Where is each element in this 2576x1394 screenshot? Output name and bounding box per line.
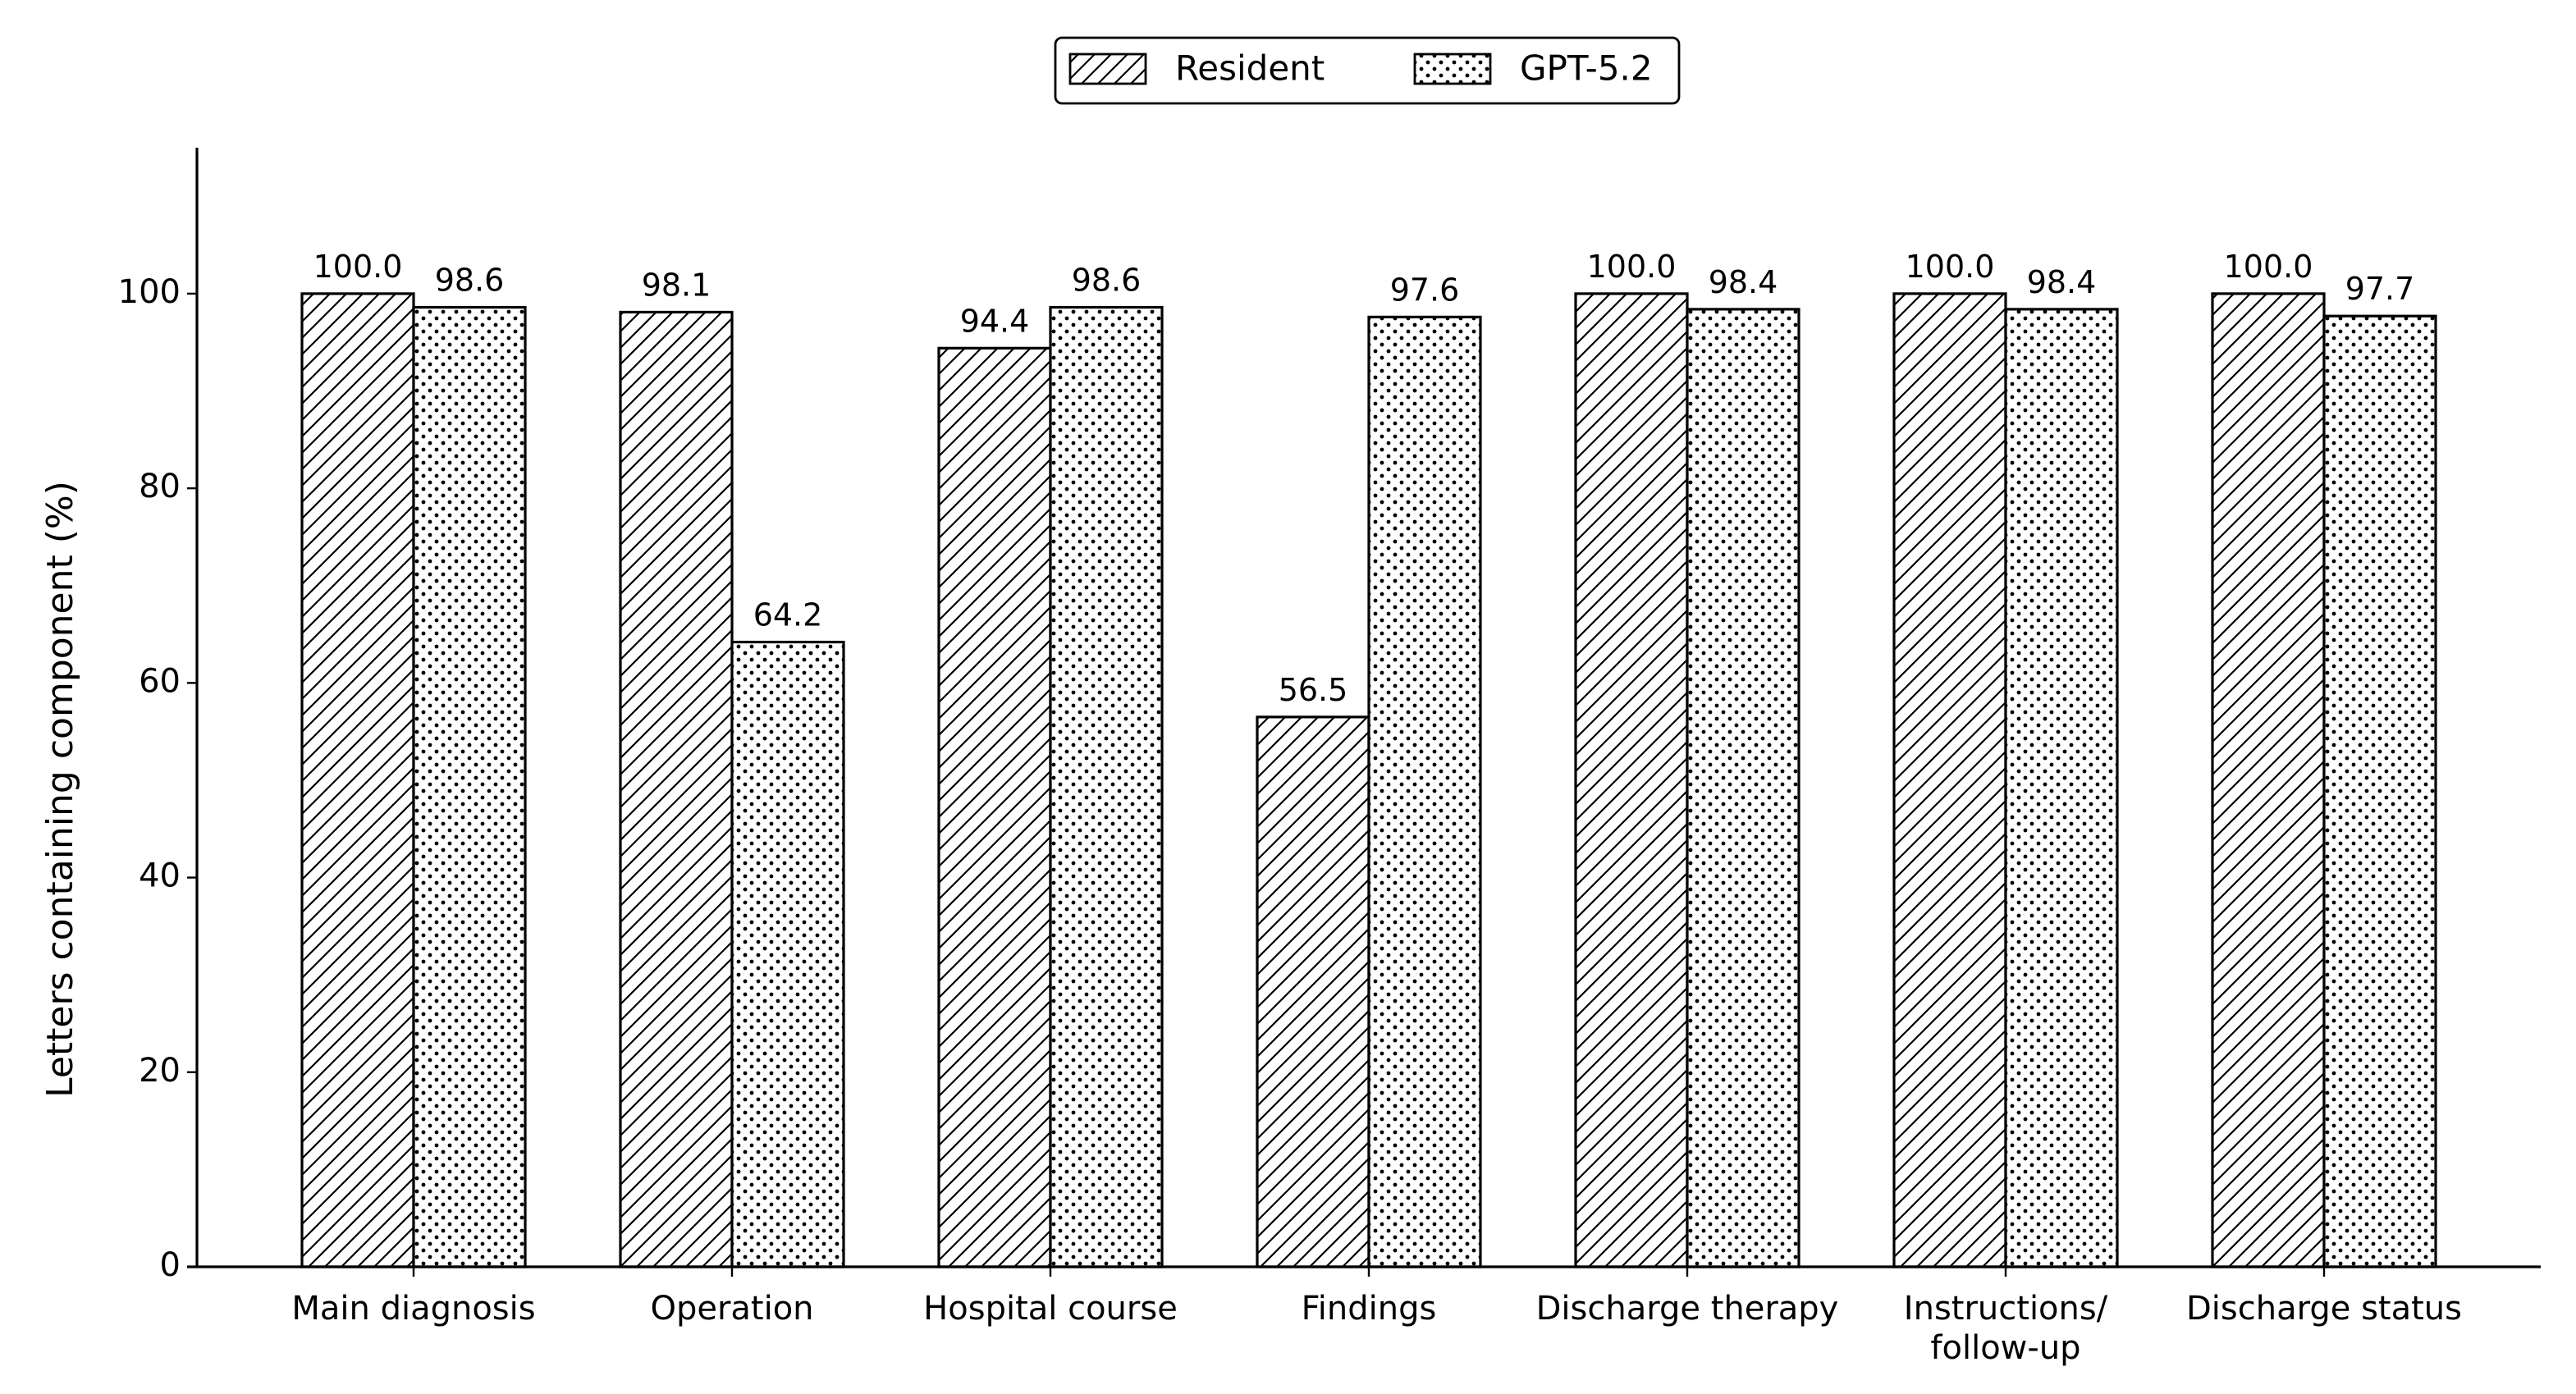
- bar-hatch: [2211, 292, 2326, 1268]
- value-label: 98.6: [1072, 263, 1142, 299]
- value-label: 97.6: [1390, 272, 1460, 308]
- x-tick-label: Discharge therapy: [1536, 1290, 1839, 1328]
- value-label: 64.2: [753, 597, 823, 633]
- value-label: 100.0: [1587, 249, 1677, 285]
- bar-hatch: [1892, 292, 2007, 1268]
- legend-frame: [1054, 36, 1681, 105]
- legend-swatch: [1068, 53, 1147, 85]
- value-label: 94.4: [960, 303, 1030, 339]
- y-tick-label: 100: [118, 273, 181, 311]
- value-label: 98.4: [1709, 264, 1778, 300]
- legend-swatch: [1413, 53, 1492, 85]
- value-label: 97.7: [2345, 271, 2415, 307]
- x-tick-label: Operation: [650, 1290, 813, 1328]
- value-label: 98.4: [2027, 264, 2097, 300]
- bar-hatch: [1049, 305, 1164, 1268]
- bar-hatch: [1686, 308, 1800, 1268]
- y-tick-label: 40: [139, 857, 181, 895]
- x-tick-label: Discharge status: [2186, 1290, 2462, 1328]
- y-tick-label: 20: [139, 1052, 181, 1090]
- value-label: 98.1: [642, 267, 711, 303]
- x-tick-label: Findings: [1302, 1290, 1437, 1328]
- bar-hatch: [1256, 715, 1370, 1268]
- value-label: 56.5: [1279, 672, 1348, 708]
- legend-label: Resident: [1175, 48, 1325, 89]
- legend-label: GPT-5.2: [1520, 48, 1653, 89]
- bar-hatch: [1574, 292, 1689, 1268]
- y-tick-label: 80: [139, 468, 181, 505]
- value-label: 100.0: [1906, 249, 1995, 285]
- value-label: 100.0: [2224, 249, 2313, 285]
- bar-hatch: [1367, 315, 1482, 1268]
- value-label: 100.0: [313, 249, 403, 285]
- y-axis-label: Letters containing component (%): [39, 481, 81, 1098]
- y-tick-label: 60: [139, 662, 181, 700]
- x-tick-label: Main diagnosis: [291, 1290, 535, 1328]
- legend: Resident GPT-5.2: [1054, 36, 1681, 105]
- x-tick-label: Hospital course: [923, 1290, 1178, 1328]
- bar-hatch: [2322, 314, 2437, 1268]
- bar-hatch: [2004, 308, 2119, 1268]
- bar-hatch: [937, 346, 1052, 1268]
- value-label: 98.6: [435, 263, 505, 299]
- bar-hatch: [619, 310, 734, 1268]
- y-tick-label: 0: [160, 1246, 181, 1284]
- bar-hatch: [300, 292, 415, 1268]
- x-tick-label: Instructions/follow-up: [1904, 1290, 2108, 1367]
- bar-hatch: [730, 640, 845, 1268]
- bar-hatch: [412, 305, 527, 1268]
